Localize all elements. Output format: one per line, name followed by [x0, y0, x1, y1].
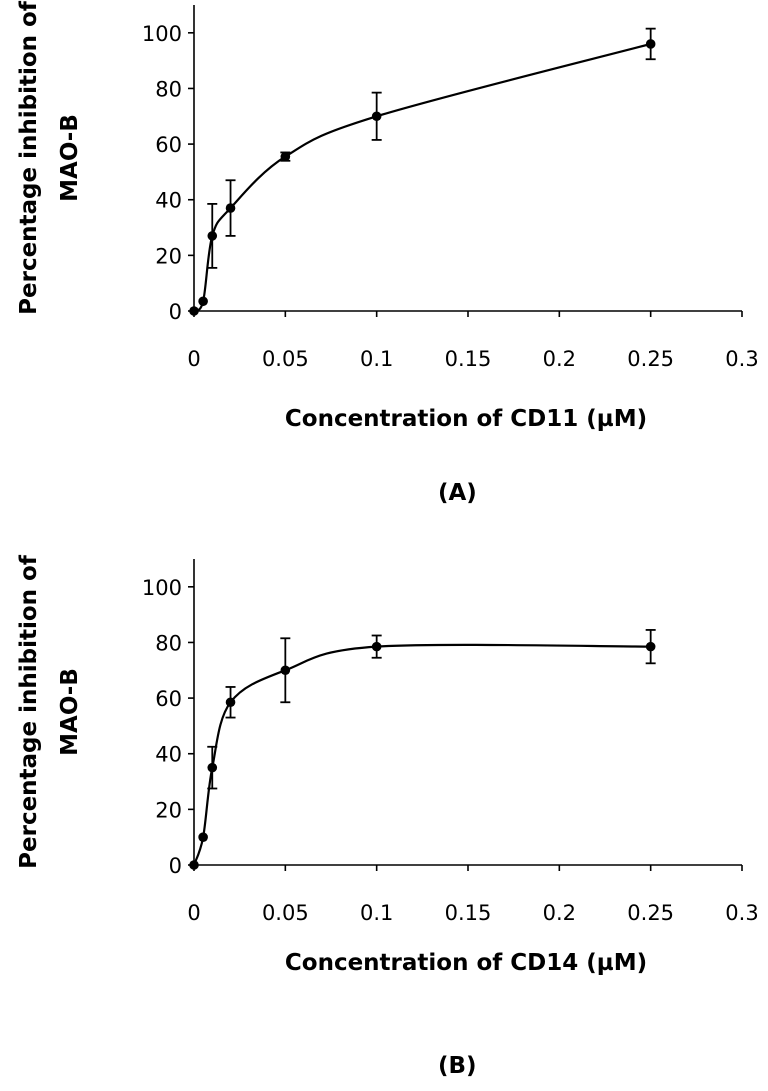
data-point	[207, 231, 218, 241]
x-tick-label: 0.3	[725, 347, 758, 371]
chart-a-svg: 0 20 40 60 80 100 0 0.05 0.1 0.15 0.2 0.25 0.3 Concen…	[16, 0, 759, 432]
x-tick-label: 0.1	[360, 901, 393, 925]
x-axis-title: Concentration of CD14 (µM)	[285, 950, 647, 976]
y-tick-label: 60	[155, 687, 182, 711]
x-tick-label: 0.2	[543, 347, 576, 371]
y-tick-label: 20	[155, 798, 182, 822]
data-point	[225, 203, 236, 213]
data-point	[371, 641, 382, 652]
chart-panel-b: 0 20 40 60 80 100 0 0.05 0.1 0.15 0.2 0.25 0.3 Concen…	[0, 554, 768, 1091]
x-tick-label: 0.15	[445, 901, 492, 925]
data-point	[198, 296, 208, 307]
chart-b-svg: 0 20 40 60 80 100 0 0.05 0.1 0.15 0.2 0.25 0.3 Concen…	[16, 554, 759, 976]
x-tick-label: 0.25	[627, 347, 674, 371]
x-tick-label: 0	[187, 347, 200, 371]
y-axis-title-line2: MAO-B	[57, 114, 83, 202]
y-tick-label: 0	[169, 300, 182, 324]
x-tick-label: 0.2	[543, 901, 576, 925]
y-tick-label: 20	[155, 244, 182, 268]
data-point	[371, 111, 382, 122]
y-tick-label: 80	[155, 631, 182, 655]
x-tick-label: 0.1	[360, 347, 393, 371]
y-tick-label: 60	[155, 133, 182, 157]
x-tick-label: 0.05	[262, 901, 309, 925]
y-tick-label: 100	[142, 22, 182, 46]
y-axis-title-line1: Percentage inhibition of	[16, 0, 42, 315]
data-point	[280, 665, 291, 676]
y-tick-label: 40	[155, 743, 182, 767]
data-point	[189, 860, 199, 870]
data-point	[198, 832, 208, 842]
y-axis-title-line1: Percentage inhibition of	[16, 554, 42, 869]
chart-panel-a: 0 20 40 60 80 100 0 0.05 0.1 0.15 0.2 0.25 0.3 Concen…	[0, 0, 768, 540]
y-tick-label: 0	[169, 854, 182, 878]
panel-label-a: (A)	[438, 480, 477, 506]
x-tick-label: 0.3	[725, 901, 758, 925]
x-tick-label: 0	[187, 901, 200, 925]
data-point	[189, 306, 199, 316]
panel-label-b: (B)	[438, 1053, 477, 1079]
x-tick-label: 0.05	[262, 347, 309, 371]
x-tick-label: 0.25	[627, 901, 674, 925]
data-point	[225, 697, 236, 708]
data-point	[280, 151, 291, 162]
y-axis-title-line2: MAO-B	[57, 668, 83, 756]
y-tick-label: 100	[142, 576, 182, 600]
x-tick-label: 0.15	[445, 347, 492, 371]
data-point	[645, 641, 656, 652]
series-line	[193, 42, 651, 312]
x-axis-title: Concentration of CD11 (µM)	[285, 406, 647, 432]
y-tick-label: 80	[155, 77, 182, 101]
data-point	[645, 39, 656, 49]
data-point	[207, 762, 218, 773]
series-line	[192, 643, 651, 866]
y-tick-label: 40	[155, 189, 182, 213]
